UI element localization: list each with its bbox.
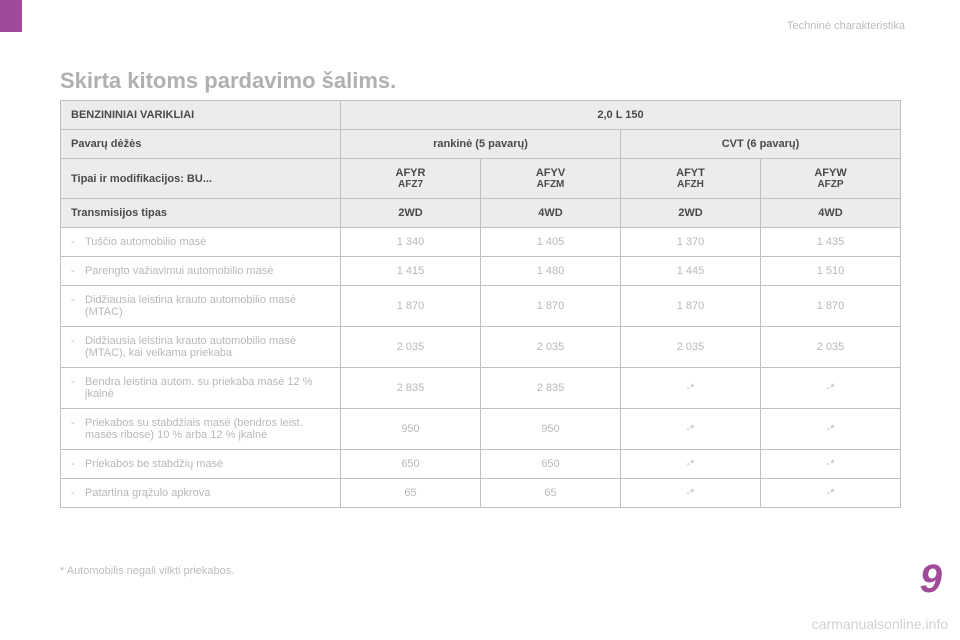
row-label: Didžiausia leistina krauto automobilio m… [61,286,341,327]
cell-value: 2 035 [621,327,761,368]
cell-value: 1 870 [761,286,901,327]
cell-value: -* [761,479,901,508]
code-bottom: AFZM [491,179,610,190]
cell-value: 1 510 [761,257,901,286]
cell-value: 950 [481,409,621,450]
th-gearbox-label: Pavarų dėžės [61,130,341,159]
cell-value: 650 [341,450,481,479]
chapter-number: 9 [920,557,942,602]
breadcrumb: Techninė charakteristika [787,20,905,32]
th-code-2: AFYT AFZH [621,159,761,199]
row-label: Priekabos be stabdžių masė [61,450,341,479]
row-label: Didžiausia leistina krauto automobilio m… [61,327,341,368]
cell-value: 1 405 [481,228,621,257]
table-row: Patartina grąžulo apkrova6565-*-* [61,479,901,508]
cell-value: 2 035 [481,327,621,368]
code-bottom: AFZP [771,179,890,190]
cell-value: -* [761,409,901,450]
cell-value: 65 [341,479,481,508]
th-types-label: Tipai ir modifikacijos: BU... [61,159,341,199]
page-title: Skirta kitoms pardavimo šalims. [60,68,396,94]
cell-value: 2 035 [341,327,481,368]
code-bottom: AFZH [631,179,750,190]
cell-value: 650 [481,450,621,479]
th-trans-0: 2WD [341,199,481,228]
row-label: Priekabos su stabdžiais masė (bendros le… [61,409,341,450]
cell-value: 65 [481,479,621,508]
footnote: * Automobilis negali vilkti priekabos. [60,565,234,577]
cell-value: 1 340 [341,228,481,257]
th-trans-2: 2WD [621,199,761,228]
cell-value: 1 445 [621,257,761,286]
row-label: Tuščio automobilio masė [61,228,341,257]
th-engines-label: BENZININIAI VARIKLIAI [61,101,341,130]
accent-bar [0,0,22,32]
th-code-1: AFYV AFZM [481,159,621,199]
cell-value: -* [761,450,901,479]
th-engine-value: 2,0 L 150 [341,101,901,130]
th-trans-label: Transmisijos tipas [61,199,341,228]
cell-value: 1 480 [481,257,621,286]
cell-value: 1 870 [621,286,761,327]
cell-value: -* [621,368,761,409]
th-code-0: AFYR AFZ7 [341,159,481,199]
th-trans-3: 4WD [761,199,901,228]
table-row: Priekabos su stabdžiais masė (bendros le… [61,409,901,450]
cell-value: -* [761,368,901,409]
row-label: Patartina grąžulo apkrova [61,479,341,508]
th-trans-1: 4WD [481,199,621,228]
table-row: Parengto važiavimui automobilio masė1 41… [61,257,901,286]
cell-value: 2 835 [481,368,621,409]
table-row: Tuščio automobilio masė1 3401 4051 3701 … [61,228,901,257]
code-top: AFYV [536,167,565,179]
cell-value: -* [621,450,761,479]
th-gearbox-manual: rankinė (5 pavarų) [341,130,621,159]
th-gearbox-cvt: CVT (6 pavarų) [621,130,901,159]
row-label: Parengto važiavimui automobilio masė [61,257,341,286]
table-row: Didžiausia leistina krauto automobilio m… [61,286,901,327]
row-label: Bendra leistina autom. su priekaba masė … [61,368,341,409]
cell-value: 1 870 [341,286,481,327]
cell-value: 950 [341,409,481,450]
cell-value: 1 415 [341,257,481,286]
cell-value: 2 835 [341,368,481,409]
table-body: Tuščio automobilio masė1 3401 4051 3701 … [61,228,901,508]
cell-value: 1 435 [761,228,901,257]
code-top: AFYW [814,167,846,179]
code-top: AFYT [676,167,705,179]
cell-value: 1 870 [481,286,621,327]
table-row: Didžiausia leistina krauto automobilio m… [61,327,901,368]
code-top: AFYR [396,167,426,179]
th-code-3: AFYW AFZP [761,159,901,199]
cell-value: 2 035 [761,327,901,368]
cell-value: -* [621,409,761,450]
table-row: Priekabos be stabdžių masė650650-*-* [61,450,901,479]
cell-value: -* [621,479,761,508]
table-row: Bendra leistina autom. su priekaba masė … [61,368,901,409]
watermark: carmanualsonline.info [812,616,948,632]
specs-table: BENZININIAI VARIKLIAI 2,0 L 150 Pavarų d… [60,100,901,508]
code-bottom: AFZ7 [351,179,470,190]
cell-value: 1 370 [621,228,761,257]
